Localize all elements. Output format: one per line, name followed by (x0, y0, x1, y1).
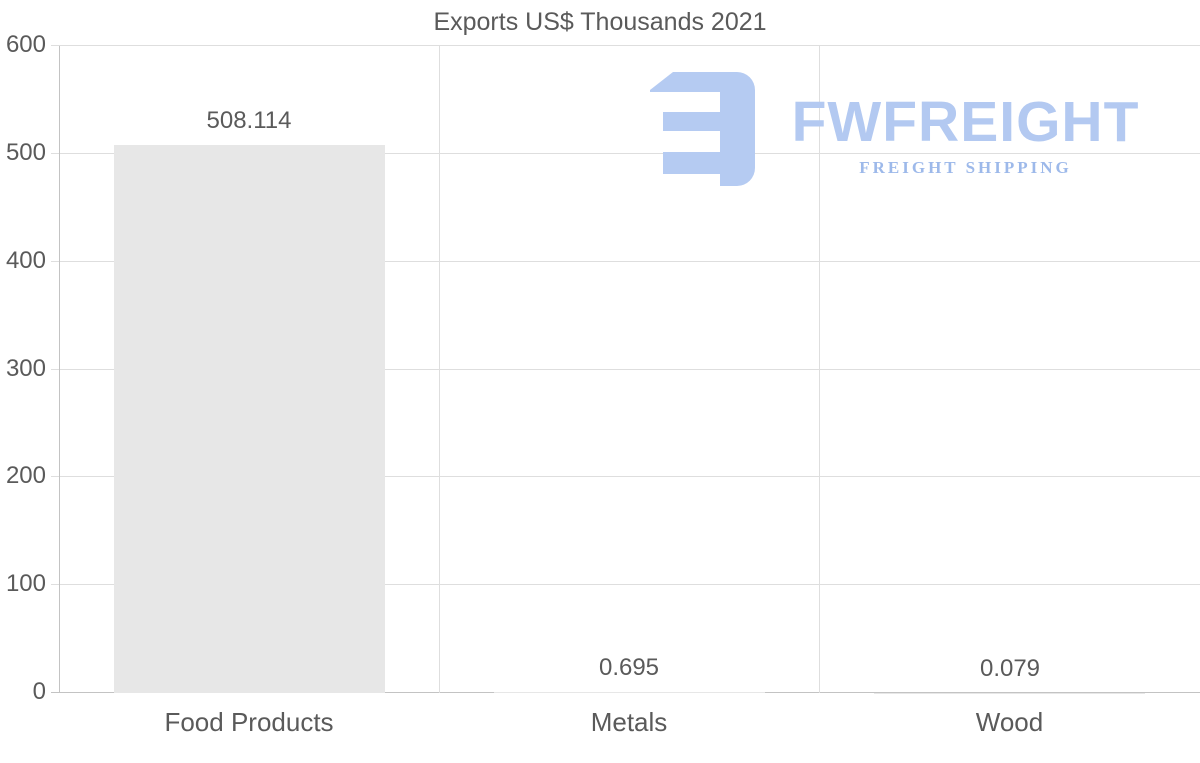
y-axis-line (59, 46, 60, 693)
y-axis-label: 500 (5, 139, 46, 166)
category-label-food-products: Food Products (164, 707, 334, 737)
y-axis-label: 300 (5, 355, 46, 382)
brand-logo-icon (650, 72, 755, 186)
y-gridline (51, 153, 1200, 154)
y-gridline (51, 261, 1200, 262)
bar-value-label: 508.114 (206, 107, 292, 134)
category-label-wood: Wood (975, 707, 1044, 737)
category-label-metals: Metals (590, 707, 668, 737)
bar-value-label: 0.079 (979, 655, 1041, 682)
brand-name: FWFREIGHT (791, 90, 1140, 154)
brand-watermark: FWFREIGHT FREIGHT SHIPPING (648, 70, 1153, 188)
y-axis-label: 0 (32, 678, 46, 705)
bar-metals (494, 692, 765, 693)
y-axis-label: 600 (5, 31, 46, 58)
y-gridline (51, 584, 1200, 585)
category-separator-gridline (819, 46, 820, 693)
y-gridline (51, 45, 1200, 46)
brand-tagline: FREIGHT SHIPPING (859, 158, 1072, 177)
bar-food-products (114, 145, 385, 693)
y-gridline (51, 369, 1200, 370)
bar-value-label: 0.695 (598, 654, 660, 681)
y-axis-label: 100 (5, 570, 46, 597)
category-separator-gridline (439, 46, 440, 693)
y-axis-label: 400 (5, 247, 46, 274)
y-gridline (51, 476, 1200, 477)
y-axis-label: 200 (5, 462, 46, 489)
chart-title: Exports US$ Thousands 2021 (433, 8, 767, 36)
